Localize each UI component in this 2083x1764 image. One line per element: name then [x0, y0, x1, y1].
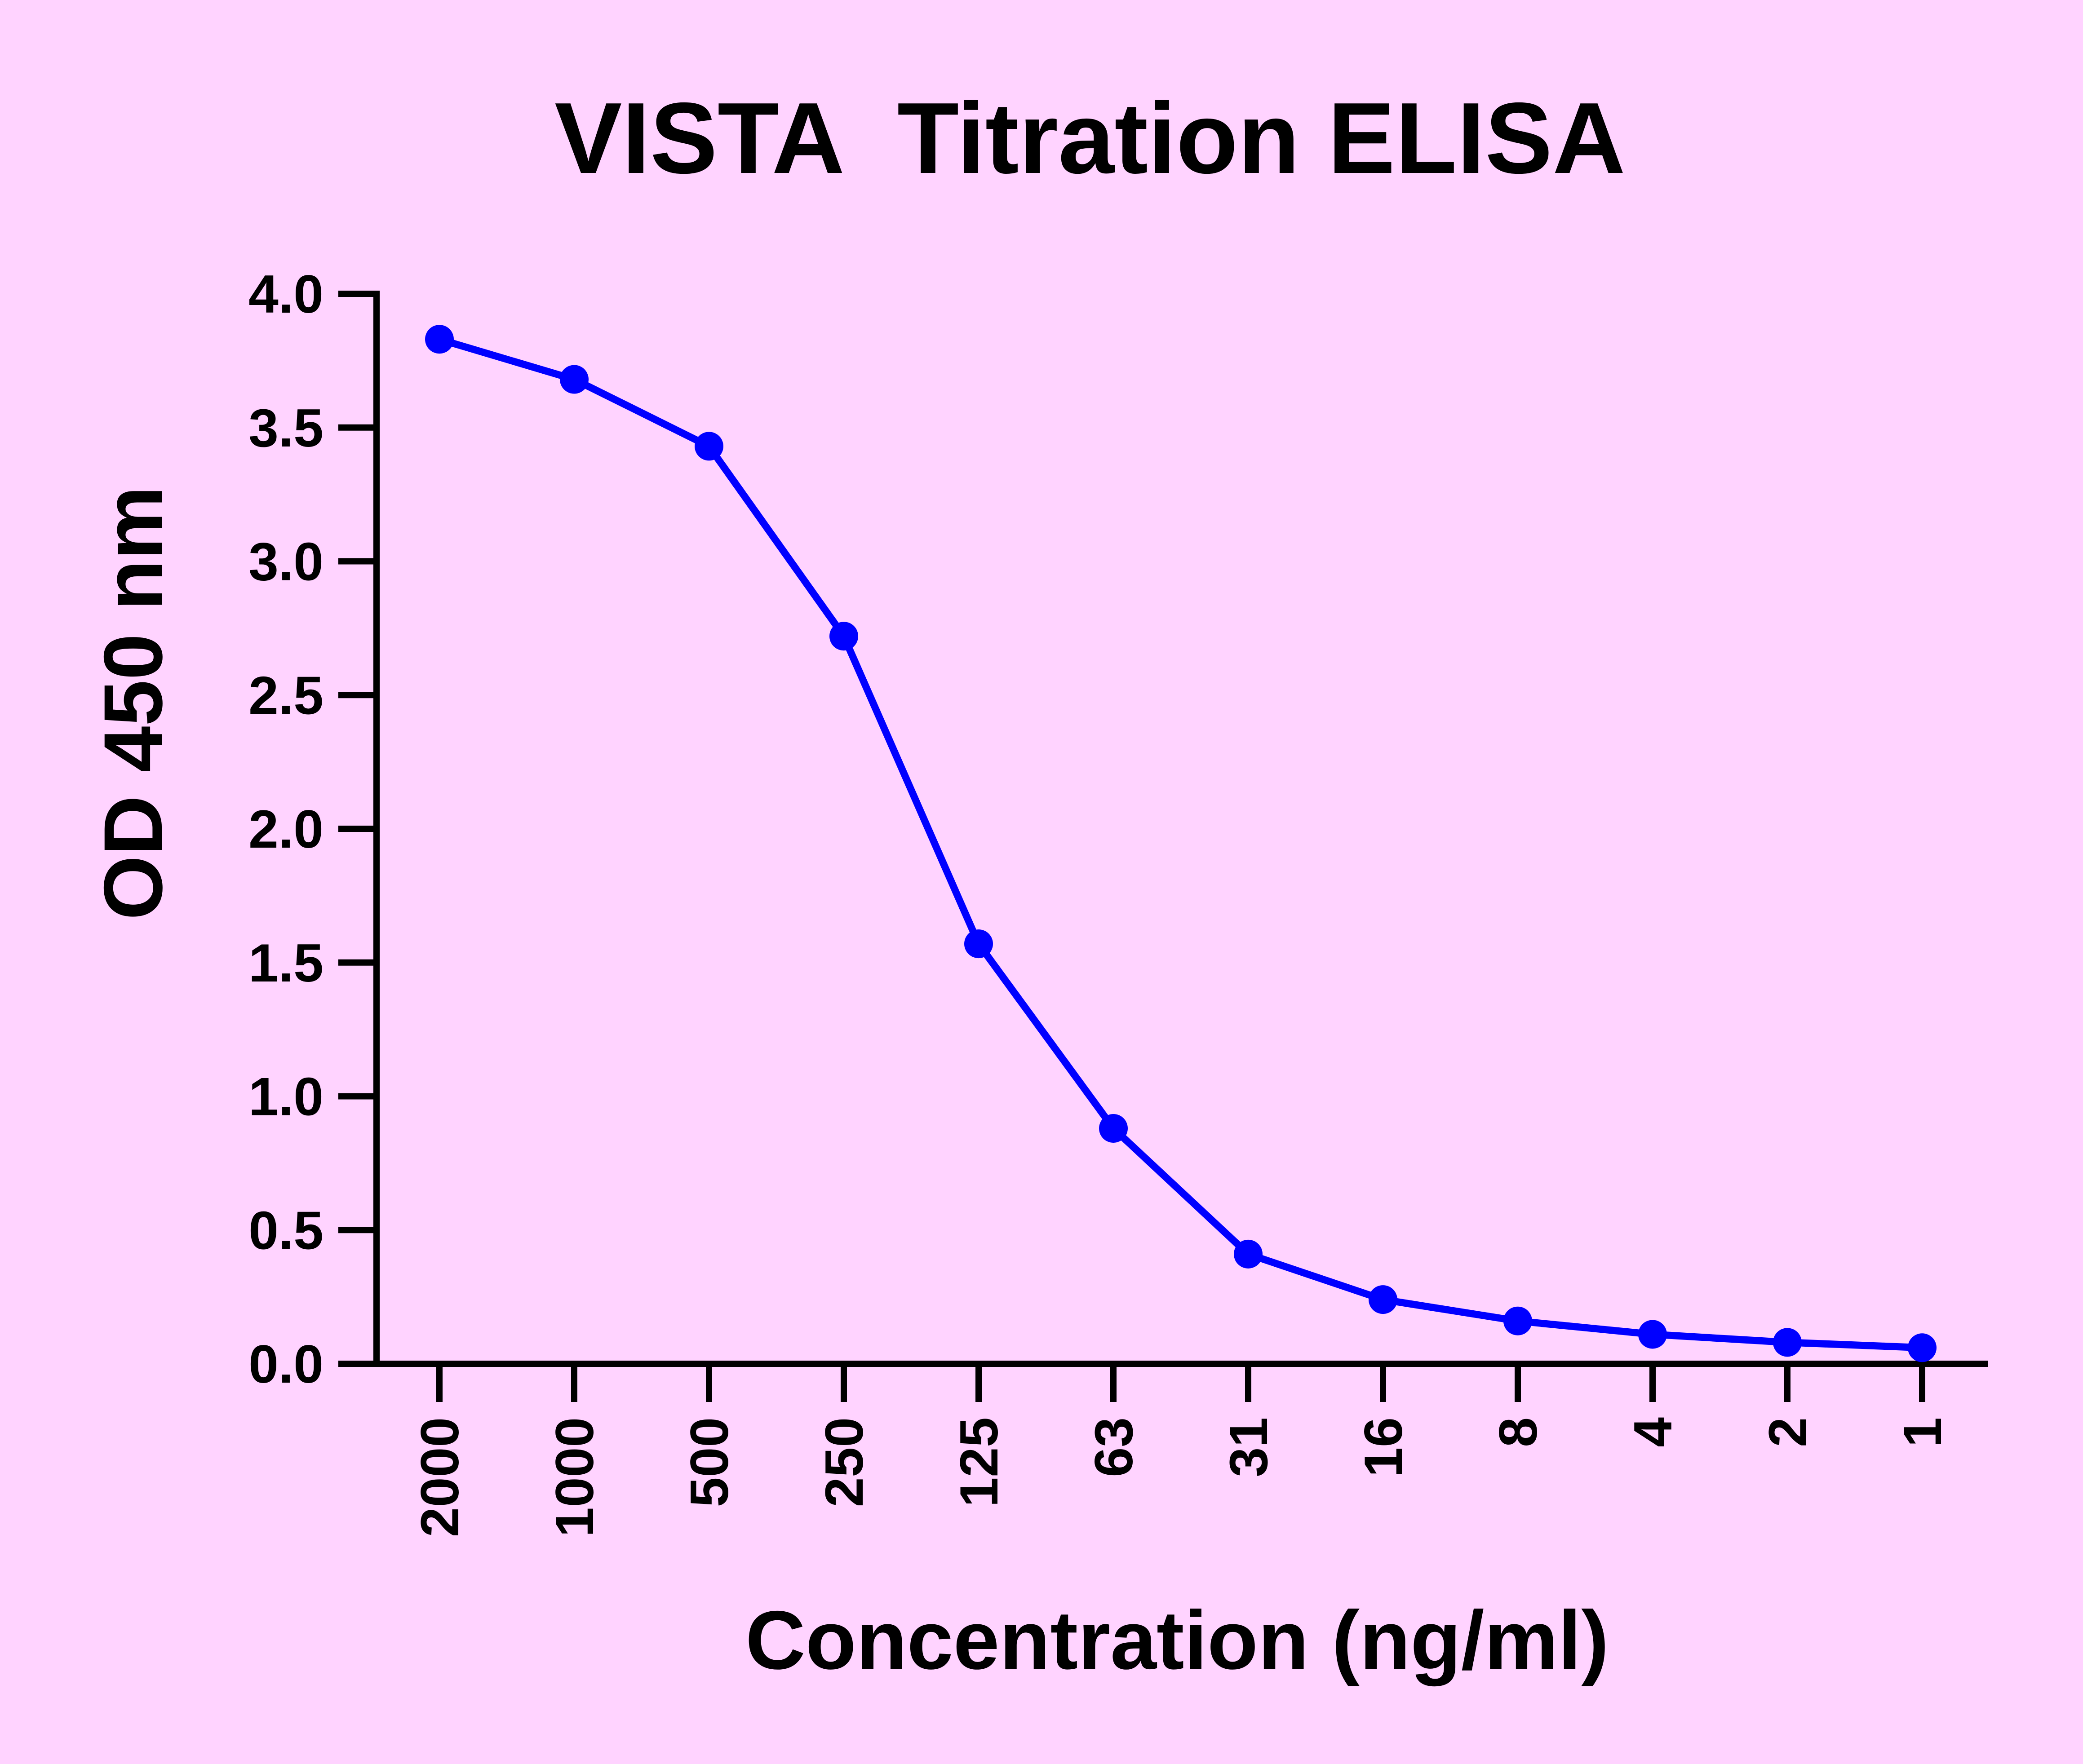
data-point	[1369, 1285, 1397, 1314]
data-point	[1503, 1306, 1532, 1335]
x-tick-label: 500	[679, 1417, 740, 1507]
y-tick-label: 4.0	[248, 264, 324, 324]
data-point	[1638, 1320, 1667, 1349]
x-tick-label: 1	[1892, 1417, 1953, 1447]
x-tick-label: 8	[1488, 1417, 1548, 1447]
y-tick-label: 0.0	[248, 1334, 324, 1394]
chart-title: VISTA Titration ELISA	[554, 81, 1625, 195]
x-tick-label: 125	[949, 1417, 1009, 1507]
data-point	[1773, 1328, 1802, 1357]
data-point	[1234, 1239, 1263, 1269]
y-tick-label: 0.5	[248, 1200, 324, 1260]
y-tick-label: 2.5	[248, 665, 324, 725]
y-tick-label: 3.5	[248, 398, 324, 458]
x-axis-label: Concentration (ng/ml)	[745, 1594, 1609, 1687]
data-point	[560, 365, 589, 394]
x-tick-label: 16	[1353, 1417, 1414, 1477]
x-tick-label: 63	[1084, 1417, 1144, 1477]
y-tick-label: 3.0	[248, 532, 324, 592]
y-axis-ticks: 0.0 0.5 1.0 1.5 2.0 2.5 3.0 3.5 4.0	[248, 264, 377, 1394]
data-point	[425, 325, 454, 354]
x-tick-label: 2	[1758, 1417, 1818, 1447]
x-tick-label: 1000	[545, 1417, 605, 1537]
x-tick-label: 250	[814, 1417, 874, 1507]
x-tick-label: 31	[1219, 1417, 1279, 1477]
data-point	[695, 432, 723, 461]
data-point	[829, 622, 858, 651]
series-line	[438, 336, 1923, 1352]
y-tick-label: 1.5	[248, 933, 324, 993]
series-layer	[425, 325, 1937, 1362]
data-point	[1908, 1333, 1937, 1362]
x-axis-ticks: 2000 1000 500 250 125 63 31 16 8 4 2 1	[410, 1364, 1953, 1537]
y-axis-label: OD 450 nm	[87, 486, 180, 920]
y-tick-label: 2.0	[248, 799, 324, 859]
data-point	[1099, 1114, 1128, 1143]
data-point	[964, 929, 993, 959]
x-tick-label: 2000	[410, 1417, 470, 1537]
y-tick-label: 1.0	[248, 1067, 324, 1127]
x-tick-label: 4	[1623, 1417, 1683, 1447]
